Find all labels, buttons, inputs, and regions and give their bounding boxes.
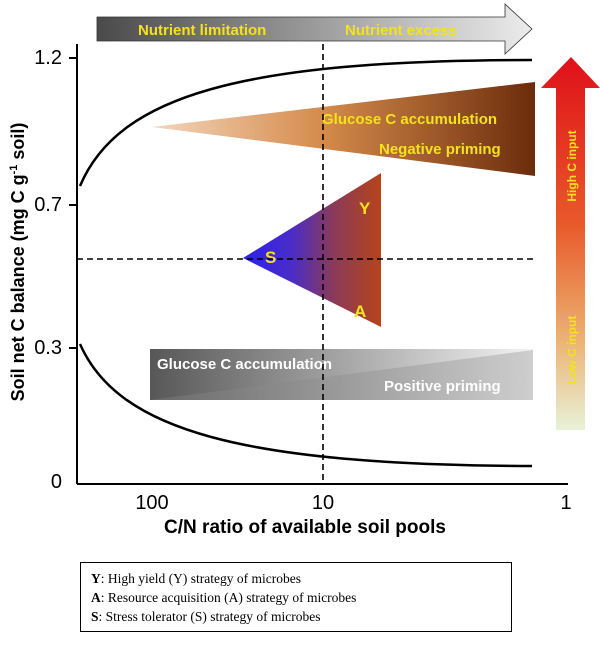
legend-key-y: Y <box>91 571 101 586</box>
legend-key-a: A <box>91 590 101 605</box>
upper-glucose-accumulation-label: Glucose C accumulation <box>322 111 497 128</box>
x-tick-label-1: 1 <box>560 492 571 514</box>
high-c-input-label: High C input <box>565 130 579 201</box>
x-axis-title: C/N ratio of available soil pools <box>164 517 446 538</box>
triangle-vertex-a: A <box>354 302 366 321</box>
low-c-input-label: Low C input <box>565 316 579 385</box>
y-axis-title-end: soil) <box>8 123 28 165</box>
c-input-arrow <box>541 57 600 430</box>
legend-row-a: A: Resource acquisition (A) strategy of … <box>91 588 501 607</box>
x-tick-label-10: 10 <box>312 492 334 514</box>
legend-row-y: Y: High yield (Y) strategy of microbes <box>91 569 501 588</box>
microbial-strategy-triangle <box>243 173 381 327</box>
negative-priming-label: Negative priming <box>379 141 501 158</box>
legend-row-s: S: Stress tolerator (S) strategy of micr… <box>91 607 501 626</box>
legend-text-a: : Resource acquisition (A) strategy of m… <box>100 590 357 605</box>
nutrient-gradient-arrow <box>96 3 533 55</box>
positive-priming-wedge <box>150 349 533 400</box>
y-axis-title-sup: -1 <box>8 165 20 175</box>
triangle-vertex-y: Y <box>359 199 371 218</box>
x-tick-label-100: 100 <box>135 492 168 514</box>
conceptual-diagram: Nutrient limitation Nutrient excess 1.2 … <box>8 3 600 538</box>
y-axis-title: Soil net C balance (mg C g-1 soil) <box>8 123 28 402</box>
negative-priming-wedge <box>152 82 535 176</box>
y-axis-title-main: Soil net C balance (mg C g <box>8 174 28 401</box>
y-tick-label-1.2: 1.2 <box>34 47 62 69</box>
lower-envelope-curve <box>78 343 533 468</box>
strategy-legend: Y: High yield (Y) strategy of microbes A… <box>80 562 512 632</box>
y-tick-label-0.7: 0.7 <box>34 194 62 216</box>
legend-text-s: : Stress tolerator (S) strategy of micro… <box>98 609 321 624</box>
positive-priming-label: Positive priming <box>384 378 501 395</box>
y-tick-label-0: 0 <box>51 471 62 493</box>
nutrient-limitation-label: Nutrient limitation <box>138 22 266 39</box>
nutrient-excess-label: Nutrient excess <box>345 22 457 39</box>
legend-text-y: : High yield (Y) strategy of microbes <box>100 571 301 586</box>
positive-priming-wedge-shade <box>150 350 533 400</box>
lower-glucose-accumulation-label: Glucose C accumulation <box>157 356 332 373</box>
y-tick-label-0.3: 0.3 <box>34 337 62 359</box>
upper-envelope-curve <box>78 58 533 187</box>
legend-key-s: S <box>91 609 99 624</box>
triangle-vertex-s: S <box>265 248 276 267</box>
